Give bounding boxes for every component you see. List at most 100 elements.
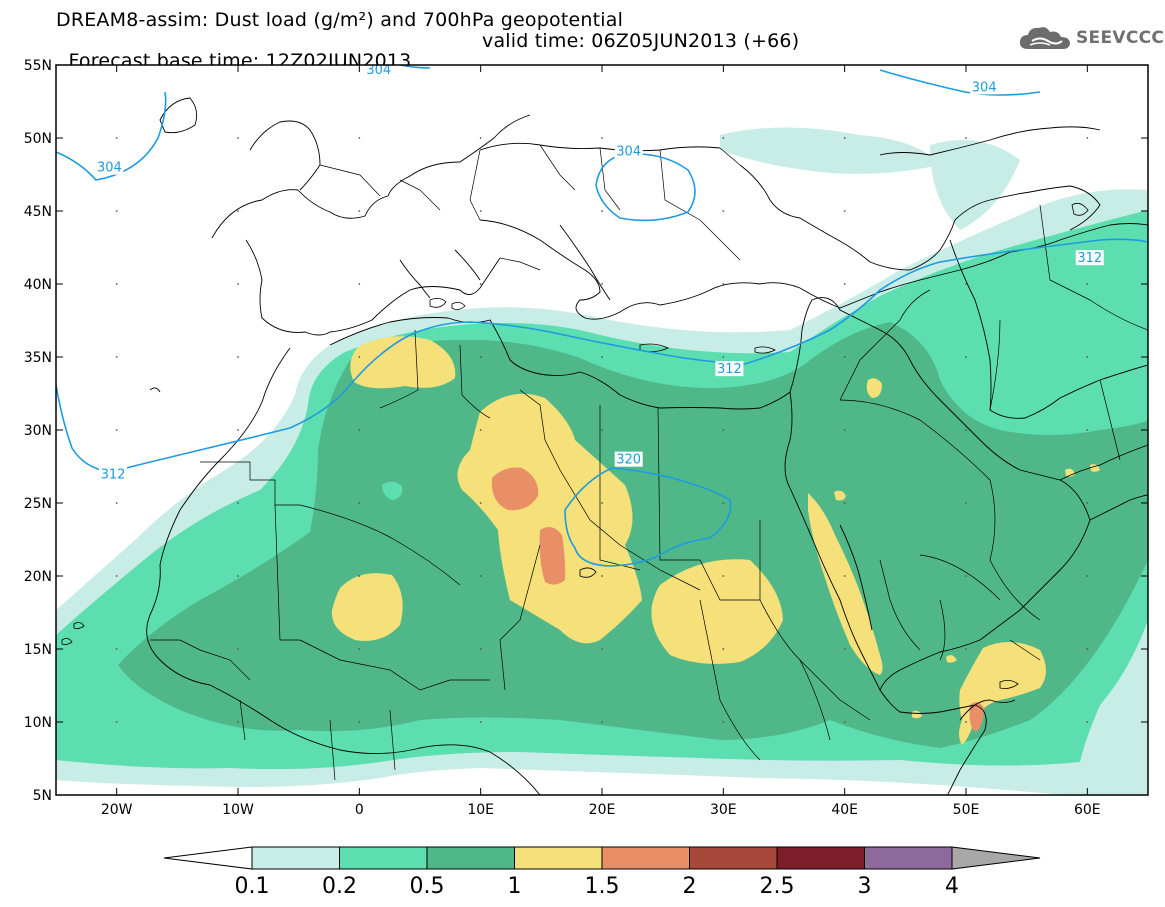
graticule-dot — [843, 502, 846, 504]
graticule-dot — [115, 283, 118, 285]
graticule-dot — [843, 210, 846, 212]
graticule-dots — [115, 137, 1089, 723]
graticule-dot — [722, 429, 725, 431]
colorbar-label: 0.5 — [410, 874, 445, 899]
lon-tick-label: 10E — [467, 802, 494, 818]
colorbar: 0.1 0.2 0.5 1 1.5 2 2.5 3 4 — [163, 846, 1041, 899]
graticule-dot — [965, 210, 967, 212]
graticule-dot — [965, 429, 967, 431]
contour-label-bg — [715, 361, 744, 377]
graticule-dot — [843, 648, 846, 650]
graticule-dot — [722, 575, 725, 577]
valid-time: valid time: 06Z05JUN2013 (+66) — [482, 30, 800, 52]
graticule-dot — [237, 283, 239, 285]
contour-label-bg — [95, 159, 124, 175]
colorbar-bin — [689, 846, 778, 870]
lon-tick-label: 20E — [589, 802, 616, 818]
lon-tick-label: 60E — [1074, 802, 1101, 818]
country-borders — [150, 144, 1148, 781]
contour-labels: 304 304 304 304 312 312 312 320 — [95, 63, 1104, 482]
lat-tick-label: 10N — [24, 715, 52, 731]
map-title: DREAM8-assim: Dust load (g/m²) and 700hP… — [56, 9, 624, 31]
graticule-dot — [843, 575, 846, 577]
colorbar-bin — [426, 846, 515, 870]
graticule-dot — [237, 356, 239, 358]
lat-tick-label: 50N — [24, 131, 52, 147]
graticule-dot — [601, 429, 603, 431]
graticule-dot — [479, 648, 482, 650]
graticule-dot — [479, 137, 482, 139]
contour-label: 304 — [97, 161, 122, 176]
graticule-dot — [601, 502, 603, 504]
colorbar-bin — [601, 846, 690, 870]
dust-level-1p5 — [491, 467, 984, 732]
graticule-dot — [965, 137, 967, 139]
lat-tick-label: 40N — [24, 277, 52, 293]
graticule-dot — [601, 648, 603, 650]
colorbar-label: 2.5 — [760, 874, 795, 899]
contour-label-bg — [99, 466, 128, 482]
graticule-dot — [115, 575, 118, 577]
graticule-dot — [479, 721, 482, 723]
contour-label: 312 — [101, 467, 126, 482]
dust-level-1 — [331, 336, 1100, 745]
graticule-dot — [965, 356, 967, 358]
lat-tick-label: 15N — [24, 642, 52, 658]
graticule-dot — [601, 283, 603, 285]
graticule-dot — [843, 283, 846, 285]
cloud-icon — [1019, 27, 1070, 49]
colorbar-above-triangle — [951, 846, 1041, 870]
graticule-dot — [965, 575, 967, 577]
graticule-dot — [115, 648, 118, 650]
graticule-dot — [237, 137, 239, 139]
lon-tick-label: 10W — [222, 802, 254, 818]
graticule-dot — [1086, 283, 1089, 285]
graticule-dot — [722, 648, 725, 650]
graticule-dot — [115, 137, 118, 139]
lat-tick-label: 20N — [24, 569, 52, 585]
colorbar-label: 3 — [858, 874, 872, 899]
lat-tick-label: 55N — [24, 58, 52, 74]
graticule-dot — [843, 356, 846, 358]
graticule-dot — [479, 575, 482, 577]
colorbar-below-triangle — [163, 846, 253, 870]
lon-tick-label: 0 — [355, 802, 364, 818]
colorbar-bin — [514, 846, 603, 870]
graticule-dot — [601, 721, 603, 723]
graticule-dot — [358, 502, 361, 504]
graticule-dot — [479, 210, 482, 212]
colorbar-bin — [251, 846, 340, 870]
graticule-dot — [722, 502, 725, 504]
lon-tick-label: 50E — [953, 802, 980, 818]
colorbar-label: 1 — [508, 874, 522, 899]
graticule-dot — [237, 429, 239, 431]
graticule-dot — [965, 721, 967, 723]
lon-tick-label: 40E — [831, 802, 858, 818]
lat-tick-label: 25N — [24, 496, 52, 512]
graticule-dot — [115, 429, 118, 431]
graticule-dot — [358, 137, 361, 139]
graticule-dot — [237, 575, 239, 577]
latitude-axis: 55N 50N 45N 40N 35N 30N 25N 20N 15N 10N 5N — [24, 58, 1148, 804]
graticule-dot — [1086, 356, 1089, 358]
contour-label: 304 — [366, 63, 391, 78]
contour-label: 312 — [717, 362, 742, 377]
graticule-dot — [722, 356, 725, 358]
colorbar-label: 2 — [683, 874, 697, 899]
graticule-dot — [965, 648, 967, 650]
lon-tick-label: 20W — [101, 802, 133, 818]
graticule-dot — [1086, 429, 1089, 431]
graticule-dot — [722, 721, 725, 723]
dust-level-0p5 — [118, 322, 1148, 748]
graticule-dot — [601, 210, 603, 212]
graticule-dot — [722, 283, 725, 285]
graticule-dot — [358, 356, 361, 358]
graticule-dot — [237, 502, 239, 504]
longitude-axis: 20W 10W 0 10E 20E 30E 40E 50E 60E — [101, 65, 1101, 818]
contour-label: 304 — [616, 145, 641, 160]
lat-tick-label: 35N — [24, 350, 52, 366]
graticule-dot — [358, 575, 361, 577]
graticule-dot — [358, 648, 361, 650]
lat-tick-label: 5N — [33, 788, 52, 804]
graticule-dot — [479, 356, 482, 358]
